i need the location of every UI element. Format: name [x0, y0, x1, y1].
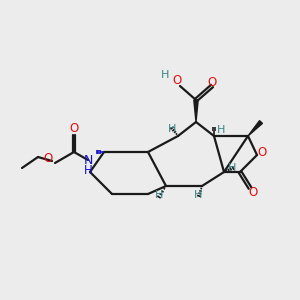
- Text: O: O: [69, 122, 79, 134]
- Polygon shape: [248, 121, 262, 136]
- Text: O: O: [207, 76, 217, 88]
- Text: O: O: [44, 152, 52, 166]
- Text: H: H: [84, 164, 92, 178]
- Text: N: N: [83, 154, 93, 166]
- Text: O: O: [248, 185, 258, 199]
- Text: H: H: [161, 70, 169, 80]
- Text: H: H: [228, 163, 236, 173]
- Text: H: H: [168, 124, 176, 134]
- Text: O: O: [172, 74, 182, 88]
- Text: H: H: [155, 190, 163, 200]
- Text: H: H: [217, 125, 225, 135]
- Text: O: O: [257, 146, 267, 160]
- Text: H: H: [194, 190, 202, 200]
- Polygon shape: [194, 100, 198, 122]
